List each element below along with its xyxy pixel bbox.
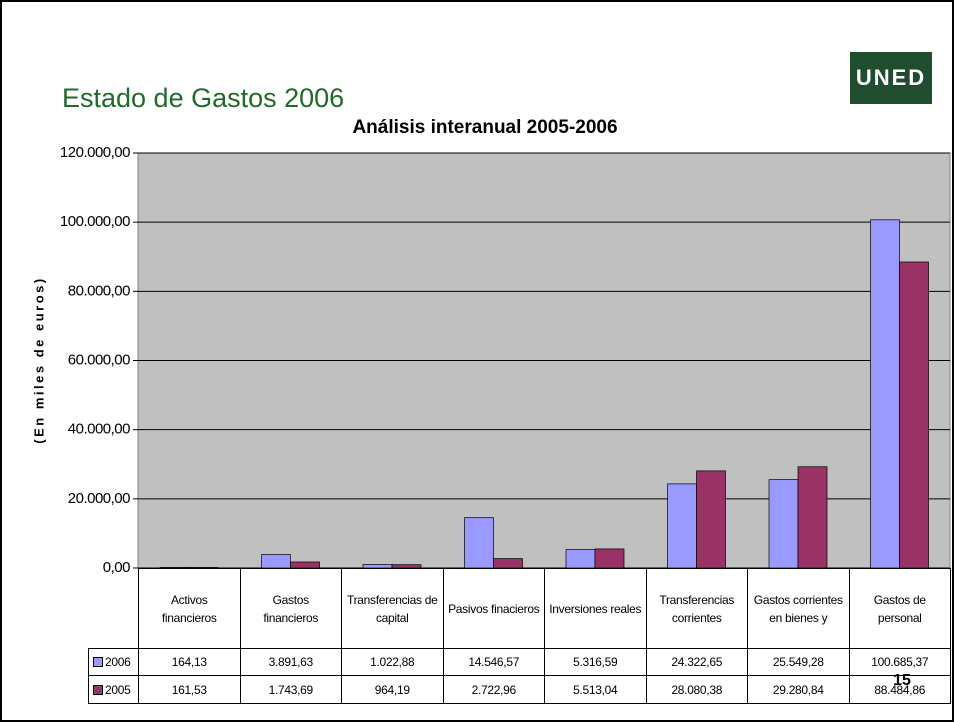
value-label: 29.280,84 [747,675,850,704]
value-label: 164,13 [138,648,241,676]
bar [768,479,799,569]
bar [493,558,523,569]
value-label: 14.546,57 [442,648,545,676]
y-tick-label: 100.000,00 [60,213,130,230]
value-label: 3.891,63 [239,648,342,676]
category-label: Transferencias de capital [341,568,444,649]
category-label: Pasivos finacieros [442,568,545,649]
y-axis-label: (En miles de euros) [31,276,46,443]
legend-entry: 2006 [88,648,139,676]
category-label: Gastos de personal [848,568,951,649]
y-tick-label: 20.000,00 [68,490,130,507]
plot-area [137,152,951,569]
bar [797,466,828,569]
y-tick-label: 60.000,00 [68,351,130,368]
chart-title: Análisis interanual 2005-2006 [352,117,617,138]
category-label: Inversiones reales [544,568,647,649]
legend-swatch [93,657,103,667]
y-tick-label: 40.000,00 [68,421,130,438]
value-label: 964,19 [341,675,444,704]
bar [899,261,929,569]
legend-label: 2006 [105,655,131,669]
value-label: 5.316,59 [544,648,647,676]
legend-swatch [93,684,103,695]
slide-title: Estado de Gastos 2006 [62,83,344,113]
value-label: 1.743,69 [239,675,342,704]
value-label: 25.549,28 [747,648,850,676]
category-label: Activos financieros [138,568,241,649]
y-tick-label: 0,00 [103,559,130,576]
value-label: 5.513,04 [544,675,647,704]
y-tick-label: 80.000,00 [68,282,130,299]
logo-box [850,52,932,104]
bar [464,517,494,569]
value-label: 1.022,88 [341,648,444,676]
category-label: Gastos corrientes en bienes y [747,568,850,649]
category-label: Gastos financieros [239,568,342,649]
value-label: 88.484,86 [848,675,951,704]
legend-entry: 2005 [88,675,139,704]
bar [696,470,726,569]
bar [565,549,596,569]
value-label: 161,53 [138,675,241,704]
bar [261,554,291,569]
legend-label: 2005 [105,682,131,697]
bar [594,548,625,569]
category-label: Transferencias corrientes [645,568,748,649]
value-label: 2.722,96 [442,675,545,704]
y-tick-label: 120.000,00 [60,144,130,161]
value-label: 24.322,65 [645,648,748,676]
bar [667,483,697,569]
value-label: 100.685,37 [848,648,951,676]
bar [870,219,900,569]
logo: UNED [856,65,926,90]
value-label: 28.080,38 [645,675,748,704]
